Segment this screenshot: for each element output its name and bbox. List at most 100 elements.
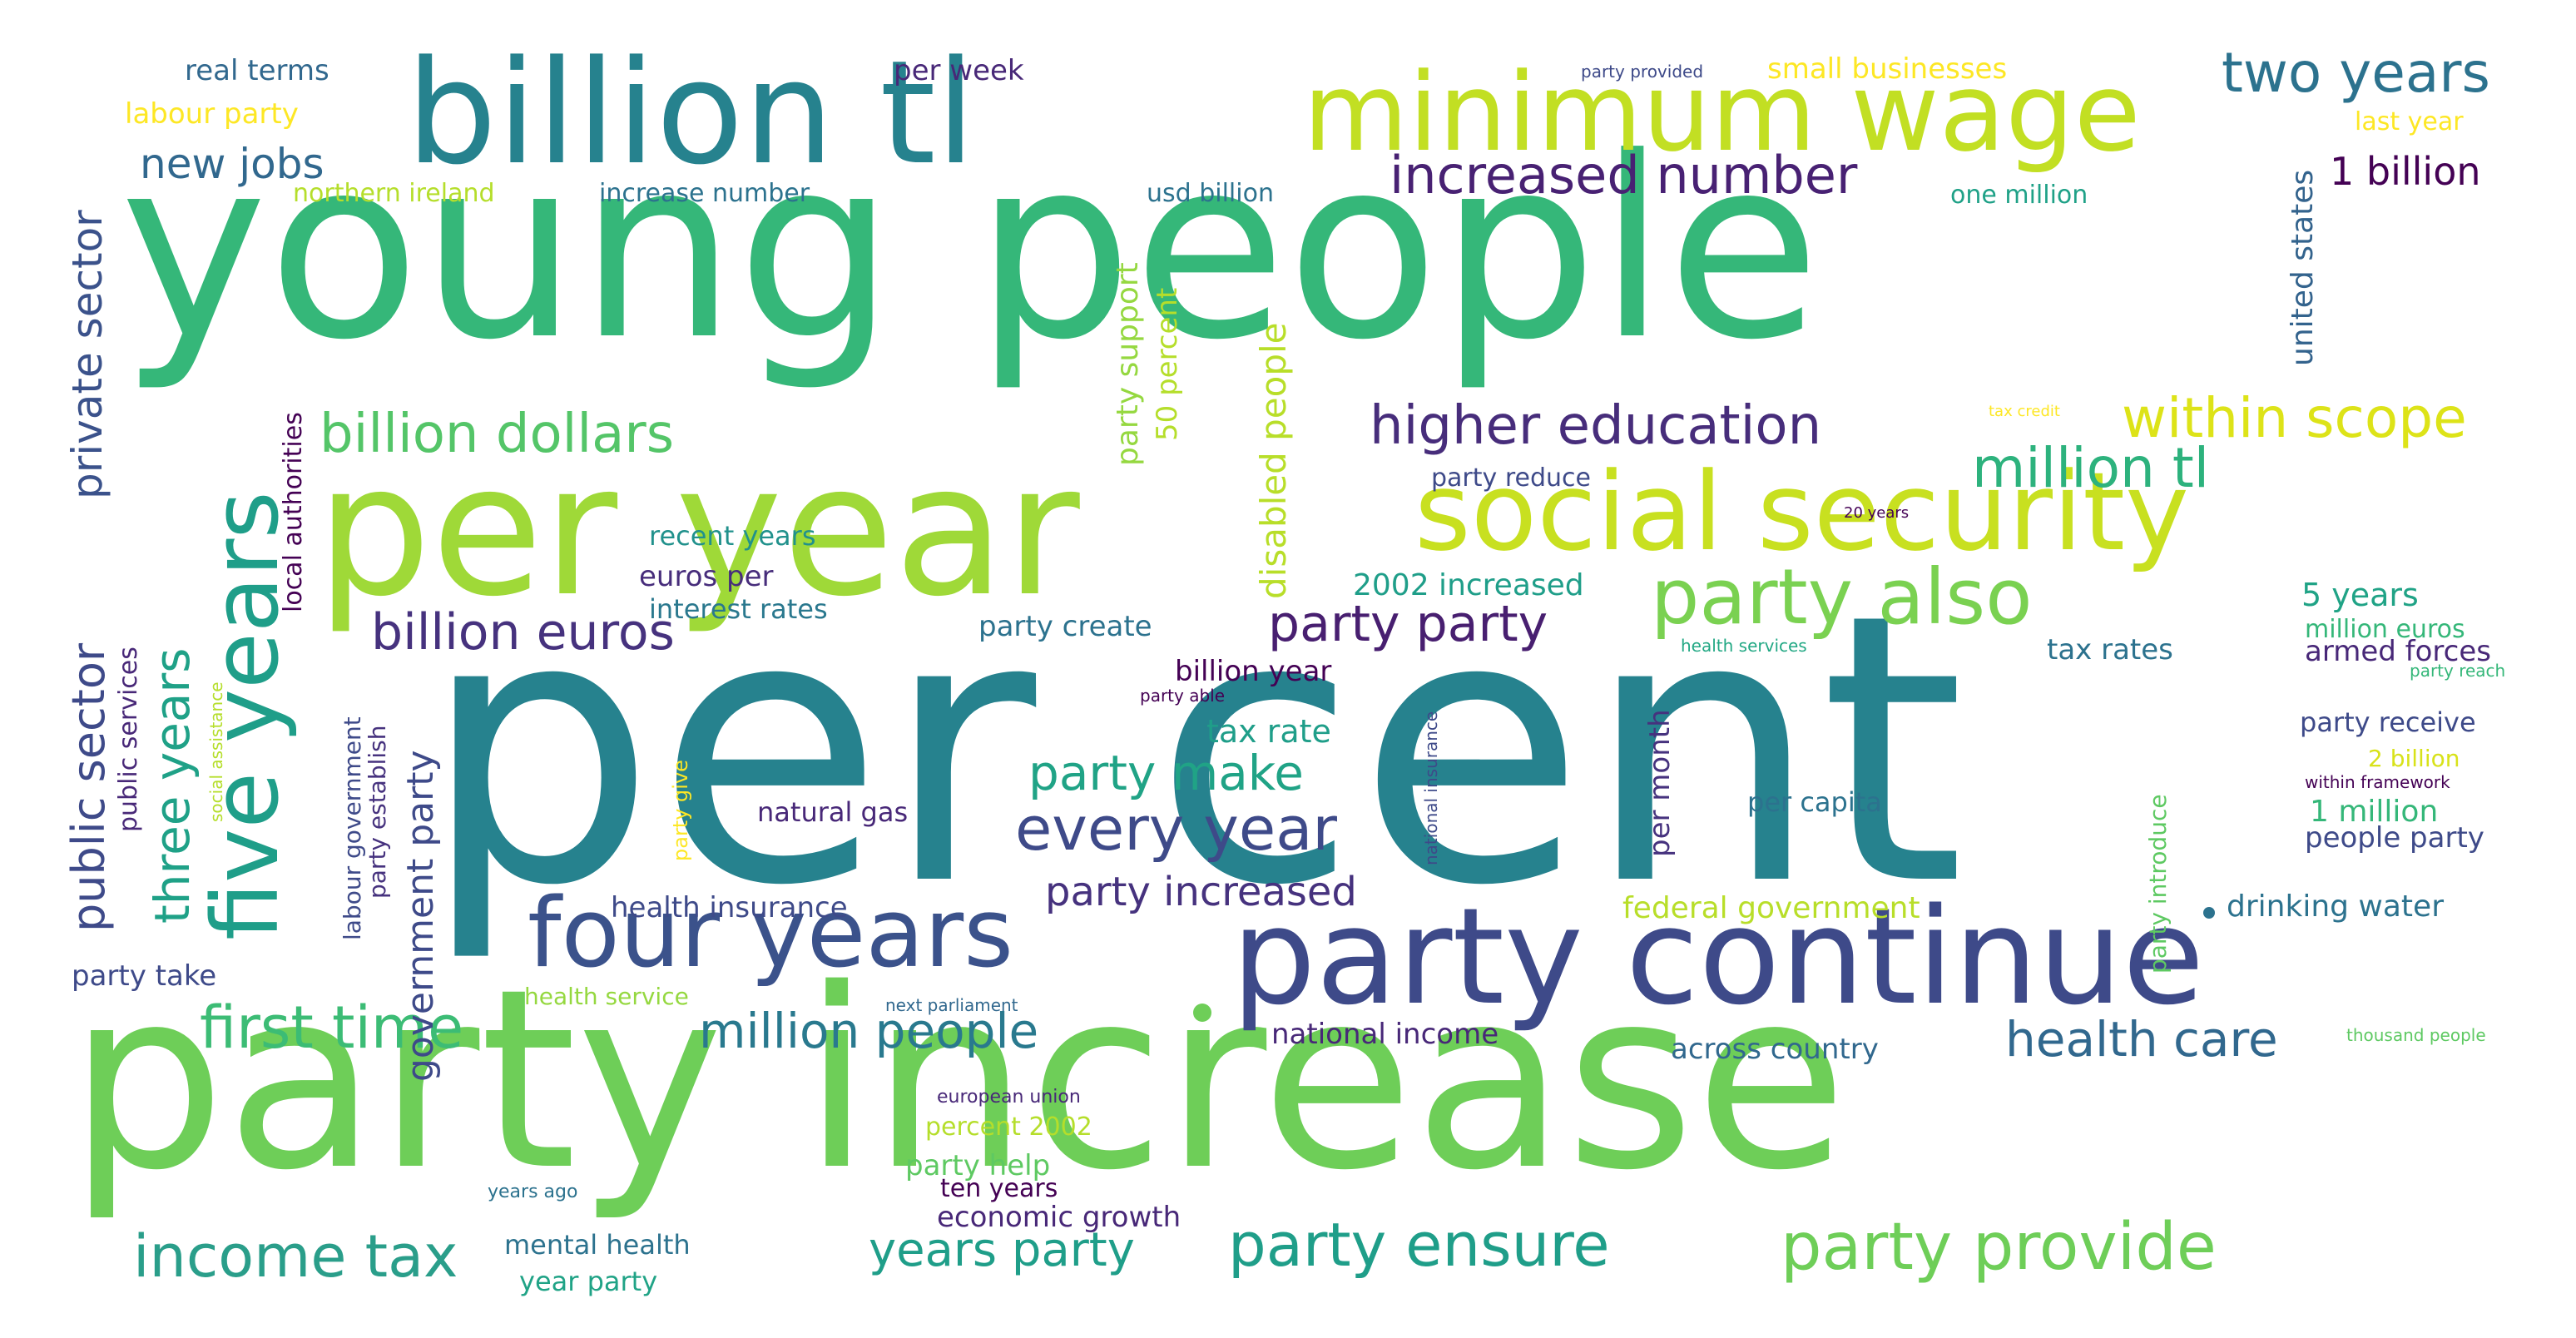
word-1-billion: 1 billion [2330,149,2481,194]
word-party-provide: party provide [1781,1210,2217,1285]
word-party-able: party able [1140,686,1226,706]
word-young-people: young people [120,104,1821,394]
word-tax-credit: tax credit [1989,403,2060,420]
word-party-give: party give [669,760,692,861]
word-social-assistance: social assistance [206,681,226,822]
word-new-jobs: new jobs [140,140,324,188]
word-every-year: every year [1015,794,1337,864]
word-party-increase: party increase [68,936,1848,1225]
word-health-insurance: health insurance [611,891,848,924]
word-billion-euros: billion euros [371,603,675,662]
word-public-services: public services [114,647,143,832]
word-armed-forces: armed forces [2305,635,2491,668]
word-small-businesses: small businesses [1767,52,2008,86]
word-federal-government: federal government [1622,891,1920,925]
word-social-security: social security [1414,448,2190,575]
word-thousand-people: european union [937,1087,1081,1108]
word-2002-increased: 2002 increased [1353,568,1584,602]
word-disabled-people: disabled people [1253,322,1294,600]
word-party-continue: party continue [1231,879,2205,1034]
word-local-authorities: local authorities [279,412,308,612]
word-party-reach: party reach [2410,661,2506,681]
word-party-provided: party provided [1581,62,1704,82]
word-million-euros: million euros [2305,615,2465,644]
word-per-week: per week [894,54,1024,87]
word-united-states: united states [2286,169,2320,366]
word-5-years: 5 years [2301,577,2419,613]
word-national-income: across country [1671,1033,1879,1066]
word-20-years: 20 years [1844,504,1910,522]
word-billion-dollars: billion dollars [320,404,675,465]
word-health-services: health services [1681,636,1807,656]
word-party-introduce: party take [72,959,217,993]
word-party-increased: party increased [1045,869,1357,915]
word-50-percent: 50 percent [1151,287,1184,441]
word-per-cent: per cent [421,535,1965,966]
word-one-million: one million [1950,181,2088,210]
word-party-also: party also [1651,553,2033,642]
word-small-dot [1193,1004,1211,1022]
word-percent-2002: party help [905,1149,1051,1182]
word-european-union: percent 2002 [925,1113,1092,1142]
word-drinking-water: drinking water [2227,890,2444,924]
word-2-billion: 2 billion [2368,745,2460,772]
word-health-service: next parliament [885,995,1018,1015]
word-natural-gas: natural gas [757,796,909,828]
word-per-month: per month [1643,709,1677,857]
word-party-take: health service [524,983,689,1010]
word-party-help: years ago [488,1182,578,1202]
word-party-reduce: party reduce [1431,463,1591,493]
word-three-years: three years [144,647,201,924]
word-labour-party: labour party [125,97,299,131]
word-first-time: first time [200,994,464,1062]
word-billion-tl: billion tl [406,29,976,196]
word-interest-rates: interest rates [649,593,828,625]
word-across-country: thousand people [2346,1025,2486,1045]
word-years-party: years party [869,1223,1135,1277]
word-increase-number: increase number [599,179,810,208]
word-health-care: health care [2005,1011,2278,1068]
word-party-establish: party establish [364,725,391,899]
word-northern-ireland: northern ireland [293,179,495,208]
word-party-create: party create [978,610,1152,643]
word-private-sector: private sector [63,210,111,499]
word-within-scope: within scope [2122,386,2467,450]
word-real-terms: real terms [185,54,329,87]
word-mental-health: year party [519,1266,658,1297]
word-party-receive: party receive [2300,706,2476,738]
word-national-insurance: national insurance [1421,711,1441,865]
word-labour-government: labour government [339,716,366,940]
word-two-years: two years [2222,41,2490,105]
word-increased-number: increased number [1390,145,1858,206]
word-recent-years: recent years [649,520,816,552]
word-economic-growth: mental health [504,1229,691,1261]
word-billion-year: billion year [1175,655,1332,688]
word-last-year: last year [2355,107,2464,136]
word-usd-billion: usd billion [1147,179,1274,208]
word-drinking-water-dot [2203,907,2215,919]
word-euros-per: euros per [639,560,774,593]
word-higher-education: higher education [1370,395,1822,457]
word-tax-rates: tax rates [2047,633,2173,667]
word-1-million: 1 million [2310,795,2439,829]
word-party-party: party party [1268,595,1548,653]
word-million-people: million people [699,1003,1039,1059]
word-people-party: people party [2305,821,2484,855]
word-next-parliament: national income [1271,1018,1499,1051]
word-million-tl: million tl [1972,436,2210,500]
word-within-framework: within framework [2305,772,2450,792]
word-small-mediumsized: party introduce [2144,794,2172,974]
word-public-sector: public sector [62,642,115,932]
word-party-make: party make [1028,745,1304,801]
word-ten-years: economic growth [937,1201,1181,1234]
word-per-capita: per capita [1747,786,1882,818]
word-years-ago: ten years [940,1174,1058,1203]
word-party-support: party support [1111,262,1145,466]
word-tax-rate: tax rate [1206,713,1331,750]
word-per-year: per year [316,426,1080,637]
word-four-years: four years [528,878,1014,989]
word-minimum-wage: minimum wage [1303,49,2141,176]
word-party-ensure: party ensure [1228,1210,1610,1280]
word-income-tax: income tax [133,1222,458,1291]
